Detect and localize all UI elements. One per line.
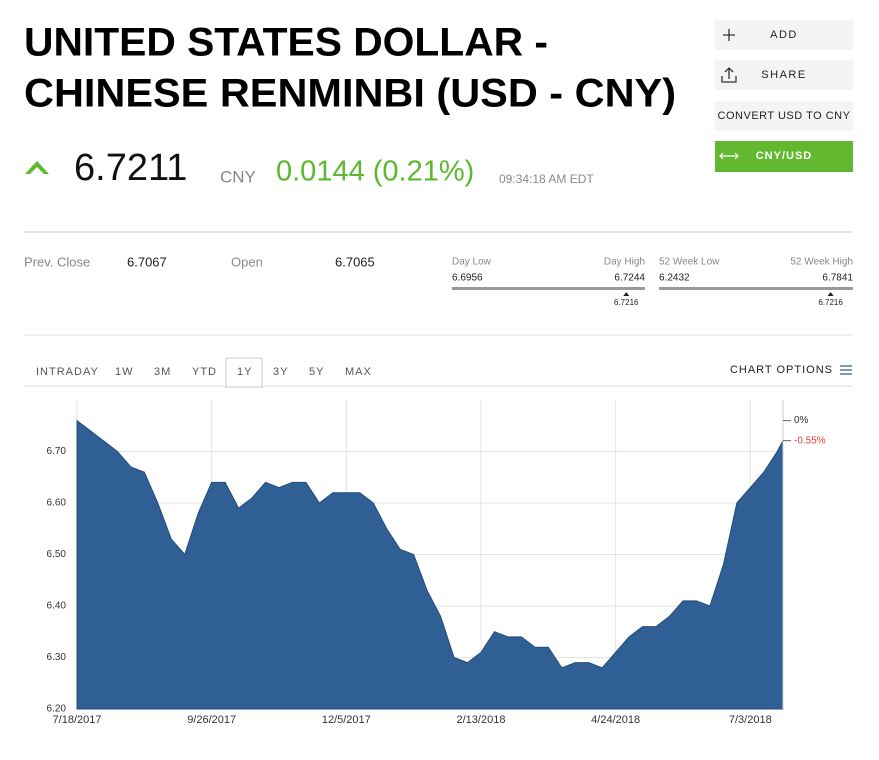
range-high: 6.7841 <box>822 273 853 284</box>
range-tab[interactable]: 1Y <box>237 366 252 378</box>
range-bar <box>659 287 853 290</box>
x-tick-label: 12/5/2017 <box>322 714 371 726</box>
range-tab[interactable]: 1W <box>115 366 134 378</box>
x-tick-label: 7/18/2017 <box>53 714 102 726</box>
button-label: CONVERT USD TO CNY <box>718 110 851 122</box>
range-marker <box>827 292 834 296</box>
stat-label: Open <box>231 254 263 269</box>
plus-icon <box>723 29 735 41</box>
time: 09:34:18 AM EDT <box>499 172 594 186</box>
x-tick-label: 4/24/2018 <box>591 714 640 726</box>
range-current: 6.7216 <box>614 298 639 307</box>
range-low: 6.6956 <box>452 273 483 284</box>
y-tick-label: 6.70 <box>47 446 67 457</box>
range-tab[interactable]: INTRADAY <box>36 366 99 378</box>
range-label: 52 Week Low <box>659 257 720 268</box>
range-low: 6.2432 <box>659 273 690 284</box>
selected-tab-box <box>225 357 263 388</box>
stat-value: 6.7067 <box>127 254 167 269</box>
title-line: UNITED STATES DOLLAR - <box>24 21 548 65</box>
currency: CNY <box>220 167 256 186</box>
range-tab[interactable]: YTD <box>192 366 217 378</box>
swap-icon <box>719 152 739 160</box>
range-tab[interactable]: 5Y <box>309 366 324 378</box>
range-marker <box>623 292 630 296</box>
share-button[interactable] <box>715 60 853 90</box>
menu-icon <box>840 365 852 375</box>
range-label: Day High <box>604 257 645 268</box>
area <box>76 419 784 710</box>
share-icon <box>721 67 737 83</box>
annotation: -0.55% <box>794 435 826 446</box>
y-tick-label: 6.30 <box>47 652 67 663</box>
price: 6.7211 <box>74 147 187 189</box>
convert-button[interactable] <box>715 101 853 131</box>
range-label: 52 Week High <box>790 257 853 268</box>
y-tick-label: 6.40 <box>47 601 67 612</box>
x-tick-label: 9/26/2017 <box>187 714 236 726</box>
x-tick-label: 2/13/2018 <box>457 714 506 726</box>
add-button[interactable] <box>715 20 853 50</box>
range-high: 6.7244 <box>614 273 645 284</box>
range-current: 6.7216 <box>818 298 843 307</box>
y-tick-label: 6.50 <box>47 549 67 560</box>
range-label: Day Low <box>452 257 492 268</box>
x-tick-label: 7/3/2018 <box>729 714 772 726</box>
y-tick-label: 6.20 <box>47 704 67 715</box>
range-bar <box>452 287 645 290</box>
range-tab[interactable]: 3M <box>154 366 171 378</box>
range-tab[interactable]: MAX <box>345 366 372 378</box>
button-label: SHARE <box>761 69 806 81</box>
annotation: 0% <box>794 415 809 426</box>
y-tick-label: 6.60 <box>47 498 67 509</box>
stat-value: 6.7065 <box>335 254 375 269</box>
button-label: ADD <box>770 29 798 41</box>
up-arrow <box>25 161 49 174</box>
range-tab[interactable]: 3Y <box>273 366 288 378</box>
stat-label: Prev. Close <box>24 254 90 269</box>
chart-options[interactable]: CHART OPTIONS <box>730 364 833 376</box>
title-line: CHINESE RENMINBI (USD - CNY) <box>24 72 676 116</box>
button-label: CNY/USD <box>756 150 813 162</box>
change: 0.0144 (0.21%) <box>276 156 474 188</box>
